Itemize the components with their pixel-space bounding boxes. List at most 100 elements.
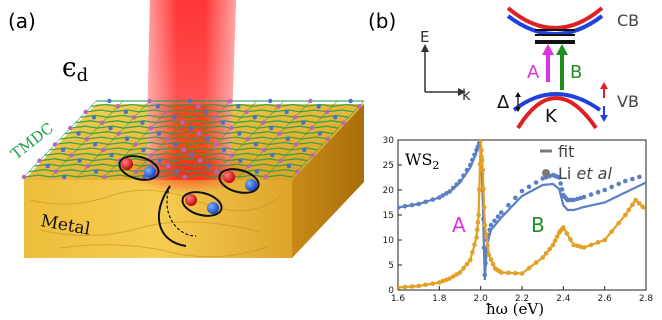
lattice-atom xyxy=(268,98,273,104)
data-point-blue xyxy=(487,227,493,233)
data-point-orange xyxy=(640,204,645,210)
lattice-atom xyxy=(348,98,353,104)
data-point-orange xyxy=(623,212,628,218)
data-point-orange xyxy=(482,222,488,228)
data-point-orange xyxy=(499,270,504,275)
splitting-arrow-up xyxy=(515,92,521,97)
lattice-atom xyxy=(277,131,282,136)
lattice-atom xyxy=(107,98,112,104)
lattice-atom xyxy=(189,153,195,158)
plot-title-main: WS xyxy=(405,150,432,169)
data-point-orange xyxy=(609,229,614,234)
lattice-atom xyxy=(285,136,290,142)
data-point-orange xyxy=(480,167,486,173)
data-point-blue xyxy=(461,173,466,178)
lattice-atom xyxy=(76,131,81,136)
lattice-atom xyxy=(134,169,139,174)
data-point-orange xyxy=(477,187,482,192)
lattice-atom xyxy=(195,104,201,109)
lattice-atom xyxy=(294,169,300,174)
lattice-atom xyxy=(149,153,154,158)
data-point-blue xyxy=(616,181,621,187)
data-point-orange xyxy=(513,270,518,276)
lattice-atom xyxy=(21,174,27,180)
transition-a-head xyxy=(542,44,554,55)
lattice-atom xyxy=(115,104,120,109)
legend-fit-label: fit xyxy=(558,142,574,161)
data-point-orange xyxy=(457,270,463,275)
energy-axis-arrow xyxy=(421,44,429,52)
lattice-bond xyxy=(77,100,150,178)
electron xyxy=(207,202,219,214)
plot-title: WS2 xyxy=(405,150,439,172)
transition-b-label: B xyxy=(570,62,582,83)
lattice-atom xyxy=(68,125,73,131)
transition-b-head xyxy=(556,44,568,55)
data-point-orange xyxy=(547,246,552,252)
energy-axis-label: E xyxy=(420,28,429,46)
lattice-bond xyxy=(23,100,97,178)
x-tick-label: 2.2 xyxy=(515,294,529,304)
data-point-orange xyxy=(461,266,466,271)
spin-up-head xyxy=(600,82,608,89)
transition-a-label: A xyxy=(527,62,540,83)
data-point-orange xyxy=(464,261,470,267)
plot-frame xyxy=(397,139,647,291)
data-point-blue xyxy=(630,176,635,182)
lattice-bond xyxy=(264,100,338,178)
lattice-atom xyxy=(356,104,362,109)
epsilon-d-label: ϵd xyxy=(62,53,88,86)
lattice-atom xyxy=(270,153,275,158)
lattice-atom xyxy=(53,169,59,174)
lattice-atom xyxy=(83,109,88,115)
lattice-atom xyxy=(341,120,346,125)
lattice-atom xyxy=(60,147,66,153)
series-layer xyxy=(398,140,646,290)
data-point-blue xyxy=(481,245,487,251)
data-point-orange xyxy=(485,243,490,248)
data-point-blue xyxy=(588,192,594,197)
lattice-atom xyxy=(238,158,243,163)
lattice-atom xyxy=(324,109,330,115)
data-point-orange xyxy=(474,227,480,233)
lattice-atom xyxy=(276,104,281,109)
data-point-orange xyxy=(409,284,415,289)
x-tick-label: 2.4 xyxy=(556,294,571,304)
panel-a-label: (a) xyxy=(8,9,36,33)
lattice-atom xyxy=(141,147,146,153)
lattice-atom xyxy=(174,169,179,174)
lattice-atom xyxy=(123,109,129,115)
data-point-orange xyxy=(588,242,594,248)
epsilon-subscript: d xyxy=(77,65,89,86)
electron xyxy=(245,179,257,191)
lattice-atom xyxy=(84,136,90,142)
lattice-atom xyxy=(269,125,274,131)
exciton-orbit xyxy=(181,191,223,217)
data-point-blue xyxy=(581,194,587,200)
lattice-atom xyxy=(325,136,331,142)
peak-b-label: B xyxy=(531,213,545,237)
exciton xyxy=(218,168,260,194)
lattice-atom xyxy=(155,104,161,109)
metal-side-face xyxy=(292,104,364,258)
data-point-orange xyxy=(602,237,607,243)
lattice-atom xyxy=(163,109,169,115)
panel-b: (b) E k A B K Δ xyxy=(368,6,653,318)
lattice-atom xyxy=(165,136,170,142)
data-point-blue xyxy=(454,182,460,187)
lattice-atom xyxy=(69,153,74,158)
data-point-orange xyxy=(475,219,481,225)
lattice-atom xyxy=(181,147,186,153)
lattice-atom xyxy=(245,136,250,142)
lattice-atom xyxy=(91,115,97,120)
data-point-orange xyxy=(636,201,642,206)
lattice-atom xyxy=(109,153,114,158)
data-point-orange xyxy=(550,242,556,248)
data-point-blue xyxy=(571,197,576,203)
lattice-atom xyxy=(45,163,50,169)
y-axis-ticks: 0 5 10 15 20 25 30 xyxy=(383,136,402,296)
lattice-atom xyxy=(261,147,267,153)
panel-b-label: (b) xyxy=(368,9,396,33)
lattice-atom xyxy=(116,131,121,136)
